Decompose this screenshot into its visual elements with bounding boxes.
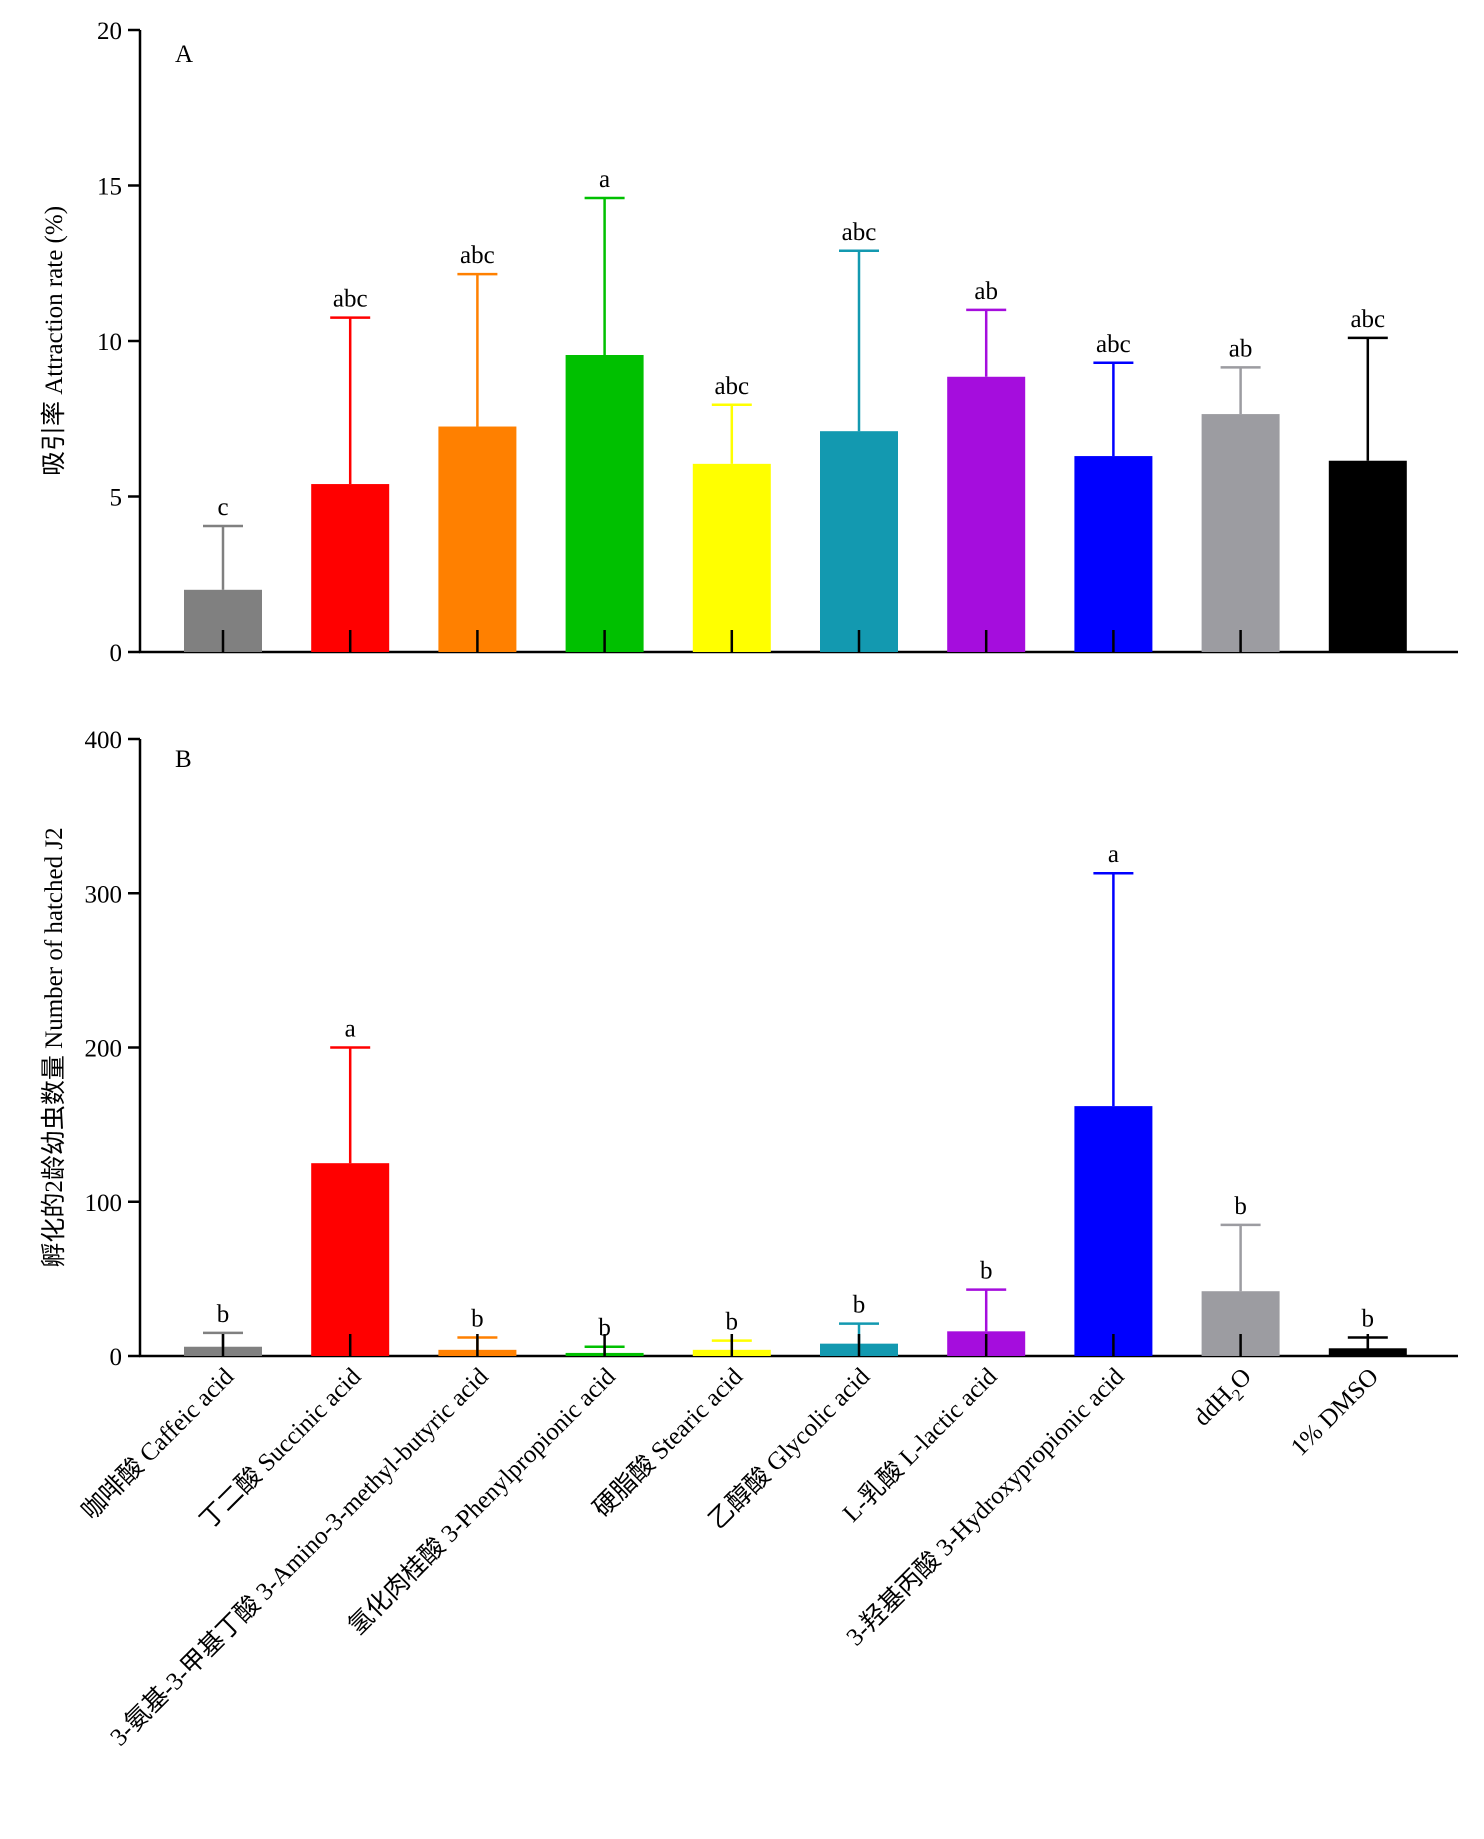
bar	[692, 463, 771, 652]
significance-label: a	[599, 166, 610, 193]
bar	[1074, 456, 1153, 652]
panel-a: 0 5 10 15 20 A 吸引率 Attraction rate (%) c abc abc a…	[40, 18, 1458, 667]
y-axis-label: 吸引率 Attraction rate (%)	[40, 206, 68, 476]
bar	[947, 376, 1026, 652]
x-category-label: 1% DMSO	[1286, 1363, 1384, 1461]
y-tick-label: 200	[85, 1036, 123, 1063]
significance-label: abc	[714, 373, 749, 400]
x-category-label: ddH2O	[1189, 1363, 1261, 1435]
significance-label: abc	[333, 286, 368, 313]
significance-label: b	[853, 1292, 866, 1319]
significance-label: abc	[1350, 306, 1385, 333]
y-tick-label: 0	[110, 640, 123, 667]
panel-label: B	[175, 746, 192, 773]
x-category-label: 3-羟基丙酸 3-Hydroxypropionic acid	[841, 1362, 1130, 1651]
panel-label: A	[175, 41, 193, 68]
significance-label: ab	[974, 278, 998, 305]
y-tick-label: 20	[97, 18, 122, 45]
y-tick-label: 5	[110, 485, 123, 512]
significance-label: b	[726, 1309, 739, 1336]
significance-label: b	[598, 1315, 611, 1342]
significance-label: b	[217, 1301, 230, 1328]
y-tick-label: 400	[85, 727, 123, 754]
significance-label: a	[345, 1016, 356, 1043]
y-tick-label: 100	[85, 1190, 123, 1217]
y-tick-label: 15	[97, 174, 122, 201]
bar	[311, 484, 390, 652]
significance-label: b	[1234, 1193, 1247, 1220]
bar	[820, 431, 898, 652]
x-category-label: 氢化肉桂酸 3-Phenylpropionic acid	[343, 1362, 621, 1640]
significance-label: ab	[1229, 335, 1253, 362]
significance-label: abc	[1096, 331, 1131, 358]
bar	[1201, 414, 1280, 652]
significance-label: a	[1108, 841, 1119, 868]
y-tick-label: 10	[97, 329, 122, 356]
significance-label: c	[217, 494, 228, 521]
bar	[311, 1163, 390, 1356]
significance-label: b	[1362, 1305, 1375, 1332]
significance-label: b	[471, 1305, 484, 1332]
bar	[565, 354, 644, 652]
y-tick-label: 300	[85, 881, 123, 908]
bar	[1074, 1106, 1153, 1356]
y-tick-label: 0	[110, 1344, 123, 1371]
bar	[1328, 460, 1407, 652]
y-axis-label: 孵化的2龄幼虫数量 Number of hatched J2	[40, 827, 68, 1267]
significance-label: b	[980, 1258, 993, 1285]
panel-b: 0 100 200 300 400 B 孵化的2龄幼虫数量 Number of hatche…	[40, 727, 1458, 1371]
significance-label: abc	[460, 242, 495, 269]
bar	[438, 426, 517, 652]
significance-label: abc	[842, 219, 877, 246]
